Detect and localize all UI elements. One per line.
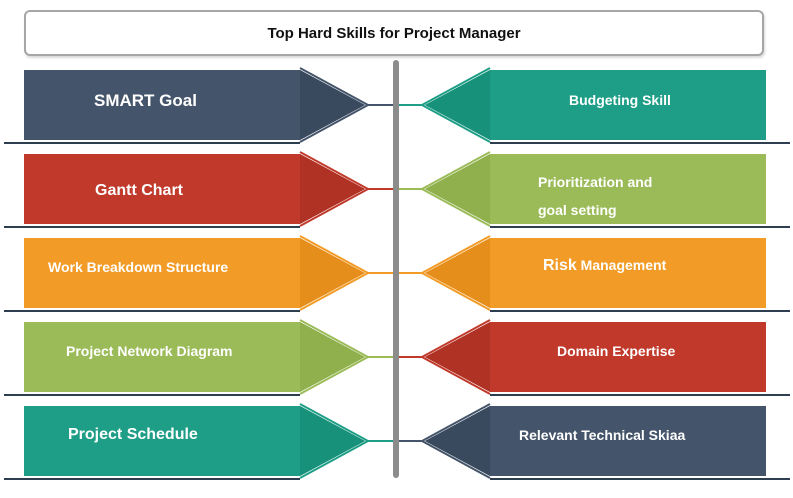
right-arrow-shade (425, 154, 490, 224)
right-item-label: Prioritization and goal setting (538, 168, 652, 224)
right-arrow-body (425, 154, 766, 224)
left-item-label: Project Network Diagram (66, 343, 233, 359)
right-arrow-body (425, 70, 766, 140)
left-arrow-body (24, 154, 365, 224)
left-arrow-shade (300, 238, 365, 308)
left-item-label: Work Breakdown Structure (48, 259, 229, 275)
right-item-label-prefix: Risk (543, 257, 577, 274)
left-item-label: SMART Goal (94, 91, 197, 110)
left-arrow-body (24, 406, 365, 476)
right-arrow-body (425, 322, 766, 392)
left-item-label: Gantt Chart (95, 182, 183, 199)
right-item-label: Relevant Technical Skiaa (519, 427, 686, 443)
left-arrow-body (24, 238, 365, 308)
right-item-label-line1: Prioritization and (538, 174, 653, 190)
center-spine (393, 60, 399, 478)
left-arrow-shade (300, 154, 365, 224)
left-item-label: Project Schedule (68, 426, 198, 443)
right-item-label: Domain Expertise (557, 343, 676, 359)
right-arrow-shade (425, 406, 490, 476)
right-arrow-shade (425, 238, 490, 308)
right-arrow-shade (425, 70, 490, 140)
left-arrow-shade (300, 70, 365, 140)
left-arrow-shade (300, 406, 365, 476)
right-item-label-rest: Management (576, 257, 667, 273)
left-arrow-body (24, 70, 365, 140)
right-arrow-body (425, 238, 766, 308)
left-arrow-shade (300, 322, 365, 392)
right-item-label: Budgeting Skill (569, 92, 671, 108)
title-box: Top Hard Skills for Project Manager (24, 10, 764, 56)
left-arrow-body (24, 322, 365, 392)
right-arrow-shade (425, 322, 490, 392)
right-arrow-body (425, 406, 766, 476)
right-item-label: Risk Management (543, 257, 666, 275)
page-title: Top Hard Skills for Project Manager (267, 24, 521, 42)
right-item-label-line2: goal setting (538, 202, 617, 218)
